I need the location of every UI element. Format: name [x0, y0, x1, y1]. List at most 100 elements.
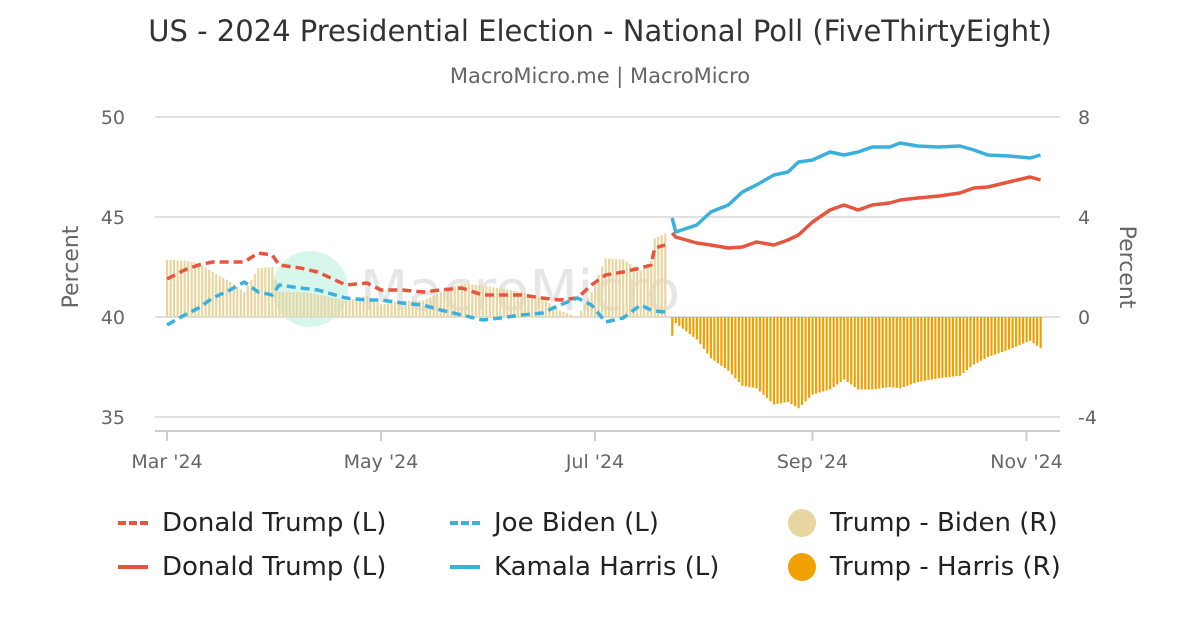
bar: [471, 284, 474, 317]
bar: [464, 283, 467, 317]
bar: [243, 292, 246, 317]
bar: [358, 297, 362, 317]
bar: [302, 292, 306, 317]
bar: [885, 317, 888, 388]
bar: [923, 317, 926, 381]
series-line: [166, 243, 666, 302]
bar: [730, 317, 734, 375]
bar: [537, 297, 541, 317]
bar: [916, 317, 919, 382]
bar: [372, 300, 376, 317]
bar: [1036, 317, 1039, 346]
legend-item-trump-dashed[interactable]: Donald Trump (L): [118, 508, 386, 538]
bar: [769, 317, 772, 402]
bar: [1000, 317, 1004, 352]
bar: [944, 317, 948, 378]
bar: [285, 292, 288, 317]
bar: [211, 272, 214, 317]
legend-item-biden[interactable]: Joe Biden (L): [450, 508, 659, 538]
bar: [390, 302, 393, 317]
bar: [362, 296, 365, 317]
bar: [646, 264, 649, 317]
bar: [822, 317, 825, 392]
bar: [506, 289, 509, 317]
bar: [976, 317, 979, 363]
bar: [569, 314, 572, 317]
bar: [762, 317, 765, 395]
bar: [1018, 317, 1021, 346]
bar: [972, 317, 976, 365]
bar: [278, 292, 281, 317]
bar: [579, 310, 583, 317]
bar: [843, 317, 846, 380]
chart-subtitle: MacroMicro.me | MacroMicro: [449, 64, 751, 88]
bar: [608, 258, 611, 317]
bar: [755, 317, 758, 389]
x-tick-label: Mar '24: [131, 451, 202, 473]
bar: [818, 317, 821, 393]
bar: [836, 317, 839, 385]
bar: [685, 317, 688, 332]
bar: [902, 317, 905, 387]
bar: [523, 293, 527, 317]
bar: [492, 287, 495, 317]
bar: [986, 317, 990, 357]
legend-item-harris[interactable]: Kamala Harris (L): [450, 552, 719, 582]
bar: [187, 261, 190, 317]
bar: [864, 317, 867, 390]
bar: [597, 275, 600, 317]
bar: [846, 317, 849, 382]
bar: [495, 287, 498, 317]
bar: [723, 317, 727, 369]
bar: [260, 267, 263, 317]
bar: [951, 317, 955, 377]
bar: [204, 267, 207, 317]
bar: [337, 299, 341, 317]
bar: [439, 292, 442, 317]
bar: [274, 279, 277, 317]
bar: [418, 300, 421, 317]
bar: [899, 317, 902, 389]
bar: [250, 280, 253, 317]
y-left-tick-label: 35: [101, 407, 125, 429]
bar: [253, 274, 256, 317]
bar: [990, 317, 993, 356]
bar: [288, 292, 291, 317]
bar: [867, 317, 870, 390]
bar: [639, 270, 642, 317]
legend-item-trump-biden[interactable]: Trump - Biden (R): [788, 508, 1058, 538]
bar: [829, 317, 832, 390]
bar: [415, 300, 418, 317]
bar: [839, 317, 842, 382]
bar: [1029, 317, 1032, 341]
bar: [558, 310, 562, 317]
bar: [860, 317, 863, 390]
bar: [660, 234, 663, 317]
y-left-tick-label: 40: [101, 307, 125, 329]
bar: [474, 284, 477, 317]
bar: [930, 317, 933, 380]
bar: [808, 317, 811, 398]
bar: [965, 317, 969, 371]
x-tick-label: Sep '24: [777, 451, 848, 473]
bar: [934, 317, 937, 379]
bar: [979, 317, 983, 361]
bar: [239, 289, 242, 317]
bar: [765, 317, 769, 398]
bar: [387, 303, 390, 317]
bar: [376, 302, 379, 317]
bar: [555, 308, 558, 317]
bar: [369, 297, 372, 317]
bar: [408, 300, 411, 317]
legend-item-trump-solid[interactable]: Donald Trump (L): [118, 552, 386, 582]
bar: [488, 286, 491, 317]
bar: [797, 317, 800, 409]
legend-item-trump-harris[interactable]: Trump - Harris (R): [788, 552, 1061, 582]
bar: [906, 317, 909, 386]
bar: [246, 286, 249, 317]
bar: [871, 317, 874, 390]
bar: [443, 290, 446, 317]
bar: [351, 299, 355, 317]
bar: [292, 292, 295, 317]
bar: [825, 317, 828, 391]
